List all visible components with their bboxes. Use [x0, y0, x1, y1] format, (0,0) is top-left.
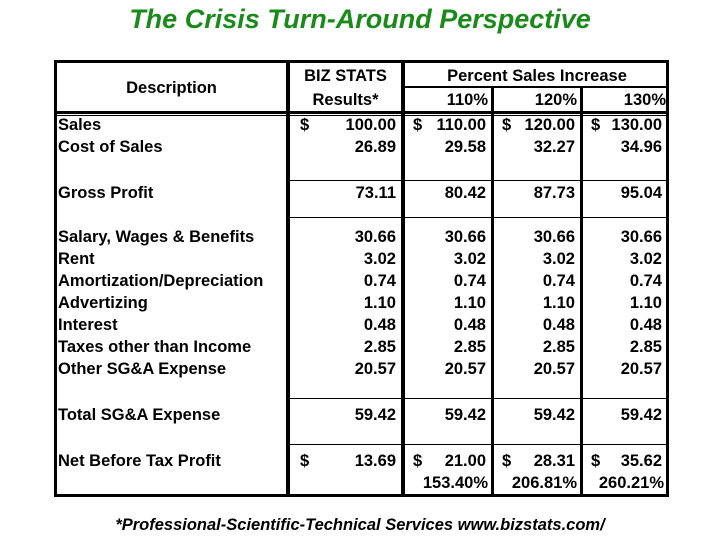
- header-pct-120: 120%: [534, 91, 577, 109]
- header-pct-110: 110%: [446, 91, 488, 109]
- row-value: 0.74: [363, 272, 396, 290]
- header-bottom-rule: [54, 115, 669, 116]
- row-value: 28.31: [533, 452, 575, 470]
- row-value: 0.48: [363, 316, 396, 334]
- row-value: 73.11: [355, 184, 396, 202]
- row-label: Total SG&A Expense: [58, 406, 221, 424]
- row-value: 2.85: [453, 338, 486, 356]
- header-pct-130: 130%: [623, 91, 666, 109]
- column-divider: [580, 87, 583, 497]
- header-bottom-rule: [54, 111, 669, 114]
- row-label: Cost of Sales: [58, 138, 163, 156]
- row-label: Other SG&A Expense: [58, 360, 227, 378]
- currency-symbol: $: [300, 116, 310, 134]
- row-value: 35.62: [620, 452, 662, 470]
- row-value: 3.02: [629, 250, 662, 268]
- row-value: 120.00: [524, 116, 575, 134]
- row-label: Rent: [58, 250, 95, 268]
- currency-symbol: $: [591, 116, 601, 134]
- row-label: Amortization/Depreciation: [58, 272, 264, 290]
- currency-symbol: $: [413, 116, 423, 134]
- row-value: 30.66: [533, 228, 575, 246]
- row-value: 3.02: [363, 250, 396, 268]
- header-description: Description: [126, 79, 217, 97]
- column-divider: [491, 87, 494, 497]
- currency-symbol: $: [413, 452, 423, 470]
- row-value: 59.42: [354, 406, 396, 424]
- currency-symbol: $: [300, 452, 310, 470]
- row-value: 0.48: [453, 316, 486, 334]
- row-label: Advertizing: [58, 294, 148, 312]
- row-value: 20.57: [620, 360, 662, 378]
- row-value: 59.42: [620, 406, 662, 424]
- row-value: 1.10: [453, 294, 486, 312]
- row-value: 0.48: [629, 316, 662, 334]
- row-value: 2.85: [542, 338, 575, 356]
- currency-symbol: $: [502, 116, 512, 134]
- section-rule: [290, 217, 669, 218]
- row-value: 1.10: [363, 294, 396, 312]
- row-value: 30.66: [620, 228, 662, 246]
- row-value: 59.42: [444, 406, 486, 424]
- section-rule: [290, 398, 669, 399]
- row-label: Salary, Wages & Benefits: [58, 228, 255, 246]
- row-value: 13.69: [354, 452, 396, 470]
- row-value: 3.02: [453, 250, 486, 268]
- footer-note: *Professional-Scientific-Technical Servi…: [115, 516, 605, 534]
- row-value: 32.27: [533, 138, 575, 156]
- row-value: 95.04: [620, 184, 662, 202]
- header-bizstats: BIZ STATS: [304, 67, 387, 85]
- header-results: Results*: [312, 91, 379, 109]
- row-value: 2.85: [363, 338, 396, 356]
- row-value: 80.42: [444, 184, 486, 202]
- row-value: 0.74: [629, 272, 662, 290]
- financial-table: [54, 60, 669, 497]
- row-value: 110.00: [436, 116, 486, 134]
- row-value: 20.57: [354, 360, 396, 378]
- section-rule: [290, 180, 669, 181]
- column-divider: [401, 60, 405, 497]
- row-value: 29.58: [444, 138, 486, 156]
- section-rule: [290, 444, 669, 445]
- row-value: 2.85: [629, 338, 662, 356]
- page-title: The Crisis Turn-Around Perspective: [129, 4, 591, 34]
- net-percent: 260.21%: [598, 474, 664, 492]
- row-value: 30.66: [354, 228, 396, 246]
- header-percent-group: Percent Sales Increase: [447, 67, 627, 85]
- row-value: 20.57: [444, 360, 486, 378]
- net-percent: 153.40%: [422, 474, 488, 492]
- row-value: 3.02: [542, 250, 575, 268]
- row-value: 0.74: [453, 272, 486, 290]
- currency-symbol: $: [502, 452, 512, 470]
- row-value: 30.66: [444, 228, 486, 246]
- row-value: 59.42: [533, 406, 575, 424]
- row-value: 1.10: [629, 294, 662, 312]
- row-label: Gross Profit: [58, 184, 154, 202]
- row-value: 1.10: [542, 294, 575, 312]
- row-label: Sales: [58, 116, 102, 134]
- row-value: 0.48: [542, 316, 575, 334]
- currency-symbol: $: [591, 452, 601, 470]
- row-value: 100.00: [345, 116, 396, 134]
- row-label: Interest: [58, 316, 118, 334]
- net-percent: 206.81%: [511, 474, 577, 492]
- row-value: 20.57: [533, 360, 575, 378]
- row-value: 87.73: [533, 184, 575, 202]
- row-label: Taxes other than Income: [58, 338, 252, 356]
- header-divider: [405, 86, 669, 88]
- row-value: 130.00: [611, 116, 662, 134]
- row-value: 21.00: [444, 452, 486, 470]
- row-label: Net Before Tax Profit: [58, 452, 221, 470]
- row-value: 26.89: [354, 138, 396, 156]
- row-value: 0.74: [542, 272, 575, 290]
- row-value: 34.96: [620, 138, 662, 156]
- column-divider: [286, 60, 290, 497]
